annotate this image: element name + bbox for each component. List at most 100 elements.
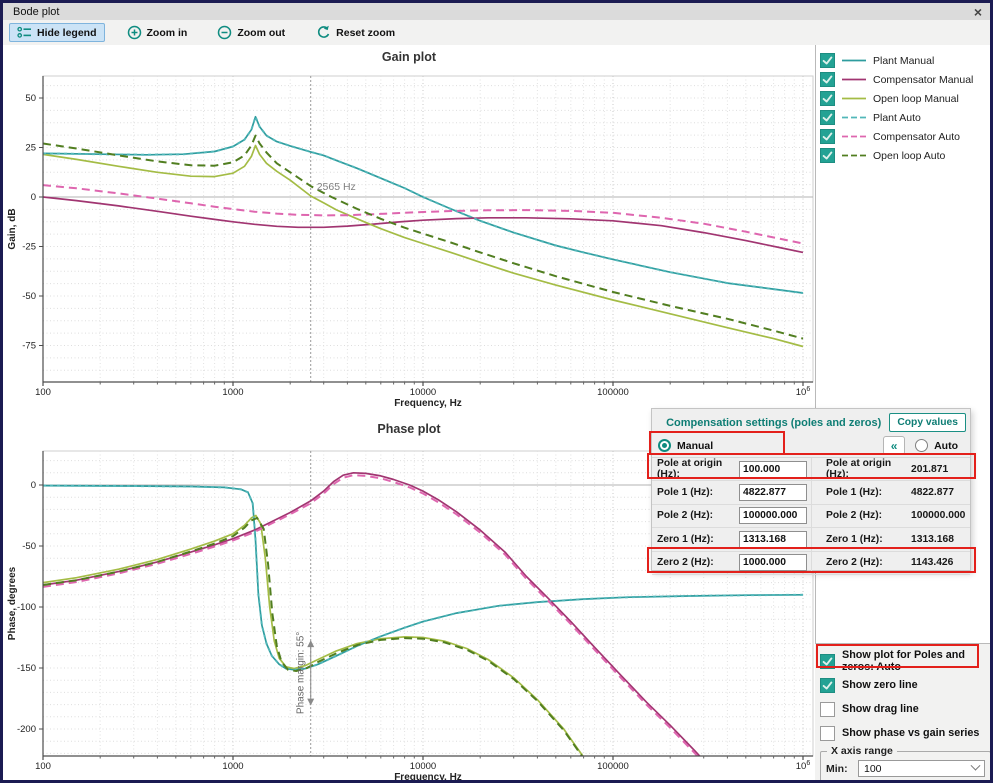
y-tick-label: 0 xyxy=(31,480,36,491)
series-compensator-manual xyxy=(43,471,701,756)
auto-radio-label: Auto xyxy=(934,439,958,452)
option-row: Show plot for Poles and zeros: Auto xyxy=(820,649,990,673)
setting-label: Pole at origin (Hz): xyxy=(657,458,723,481)
setting-label: Pole 2 (Hz): xyxy=(657,510,714,522)
legend-item: Compensator Manual xyxy=(820,70,986,89)
legend-checkbox[interactable] xyxy=(820,72,835,87)
legend-line-sample xyxy=(841,52,867,70)
y-tick-label: -100 xyxy=(17,602,36,613)
legend-checkbox[interactable] xyxy=(820,91,835,106)
options-panel: Show plot for Poles and zeros: Auto Show … xyxy=(815,644,990,780)
auto-setting-value: 201.871 xyxy=(911,463,949,475)
x-min-label: Min: xyxy=(826,762,848,775)
option-checkbox[interactable] xyxy=(820,701,835,717)
auto-setting-label: Pole 2 (Hz): xyxy=(811,504,903,528)
check-icon xyxy=(822,113,833,122)
x-axis-label: Frequency, Hz xyxy=(394,772,462,783)
legend-item: Plant Manual xyxy=(820,51,986,70)
option-row: Show phase vs gain series xyxy=(820,721,990,745)
toolbar: Hide legend Zoom in Zoom out Reset zoom xyxy=(3,20,990,45)
option-checkbox[interactable] xyxy=(820,725,835,741)
series-open-loop-manual xyxy=(43,144,804,348)
legend-item: Compensator Auto xyxy=(820,127,986,146)
auto-setting-label: Zero 2 (Hz): xyxy=(811,551,903,574)
setting-input[interactable] xyxy=(739,530,807,548)
arrow-up-icon xyxy=(307,640,315,648)
setting-input[interactable] xyxy=(739,507,807,525)
legend-icon xyxy=(17,26,31,38)
auto-setting-value: 100000.000 xyxy=(911,510,966,522)
x-min-combobox[interactable]: 100 xyxy=(858,760,985,777)
compensation-settings-panel: Compensation settings (poles and zeros) … xyxy=(651,408,971,575)
x-tick-label: 106 xyxy=(796,386,811,398)
legend-checkbox[interactable] xyxy=(820,129,835,144)
check-icon xyxy=(822,657,833,665)
hide-legend-button[interactable]: Hide legend xyxy=(9,23,105,42)
y-tick-label: -150 xyxy=(17,663,36,674)
zoom-in-button[interactable]: Zoom in xyxy=(119,22,196,43)
y-tick-label: -50 xyxy=(22,291,36,302)
legend-checkbox[interactable] xyxy=(820,148,835,163)
crossover-frequency-annotation: 2565 Hz xyxy=(317,181,356,193)
zoom-out-icon xyxy=(218,25,232,40)
auto-radio[interactable] xyxy=(915,439,929,452)
check-icon xyxy=(822,681,833,689)
series-plant-auto xyxy=(43,484,804,671)
manual-radio[interactable] xyxy=(658,439,671,452)
x-tick-label: 1000 xyxy=(222,387,243,398)
series-open-loop-manual xyxy=(43,514,584,756)
zoom-out-label: Zoom out xyxy=(237,26,286,39)
gain-plot-canvas[interactable]: 50 25 0 -25 -50 -75 100 1000 10000 100000 106 Frequ… xyxy=(3,45,815,418)
setting-input[interactable] xyxy=(739,554,807,572)
legend-item: Plant Auto xyxy=(820,108,986,127)
settings-title: Compensation settings (poles and zeros) xyxy=(666,416,882,429)
option-label: Show drag line xyxy=(842,703,919,715)
x-tick-label: 106 xyxy=(796,760,811,772)
x-min-value: 100 xyxy=(864,762,882,775)
legend-item: Open loop Auto xyxy=(820,146,986,165)
auto-setting-value: 1143.426 xyxy=(911,557,954,569)
chevron-down-icon xyxy=(970,760,981,771)
zoom-out-button[interactable]: Zoom out xyxy=(209,22,293,43)
auto-setting-label: Pole 1 (Hz): xyxy=(811,481,903,504)
option-checkbox[interactable] xyxy=(820,677,835,693)
series-plant-auto xyxy=(43,115,804,294)
hide-legend-label: Hide legend xyxy=(37,26,97,39)
close-icon[interactable]: × xyxy=(973,3,982,20)
series-compensator-auto xyxy=(43,184,804,245)
reset-zoom-button[interactable]: Reset zoom xyxy=(307,22,403,43)
settings-row: Zero 2 (Hz): Zero 2 (Hz): 1143.426 xyxy=(652,551,970,575)
copy-values-button[interactable]: Copy values xyxy=(889,413,966,432)
zoom-in-icon xyxy=(127,25,141,40)
legend-checkbox[interactable] xyxy=(820,110,835,125)
x-tick-label: 1000 xyxy=(222,761,243,772)
y-axis-label: Phase, degrees xyxy=(7,566,18,640)
x-tick-label: 10000 xyxy=(410,761,436,772)
setting-label: Pole 1 (Hz): xyxy=(657,487,714,499)
legend-line-sample xyxy=(841,90,867,108)
legend-checkbox[interactable] xyxy=(820,53,835,68)
legend-panel: Plant Manual Compensator Manual Open loop … xyxy=(815,45,990,644)
y-tick-label: -25 xyxy=(22,242,36,253)
x-tick-label: 100 xyxy=(35,761,51,772)
y-tick-label: -200 xyxy=(17,724,36,735)
x-tick-label: 10000 xyxy=(410,387,436,398)
main-area: Gain plot 50 25 0 -25 -50 -75 100 1000 10000 1000… xyxy=(3,45,990,780)
phase-margin-annotation: Phase margin: 55° xyxy=(296,632,307,714)
series-compensator-manual xyxy=(43,196,804,254)
option-checkbox[interactable] xyxy=(820,653,835,669)
series-group xyxy=(43,471,804,756)
y-tick-label: -75 xyxy=(22,341,36,352)
y-tick-label: -50 xyxy=(22,541,36,552)
reset-zoom-label: Reset zoom xyxy=(336,26,396,39)
collapse-icon[interactable]: « xyxy=(883,436,906,455)
series-group xyxy=(43,115,804,348)
x-axis-range-group: X axis range Min: 100 Max: 1000000 xyxy=(820,745,990,780)
setting-input[interactable] xyxy=(739,460,807,478)
legend-item-label: Open loop Auto xyxy=(873,149,946,162)
legend-item-label: Open loop Manual xyxy=(873,92,959,105)
check-icon xyxy=(822,94,833,103)
option-label: Show plot for Poles and zeros: Auto xyxy=(842,649,965,673)
setting-input[interactable] xyxy=(739,484,807,502)
